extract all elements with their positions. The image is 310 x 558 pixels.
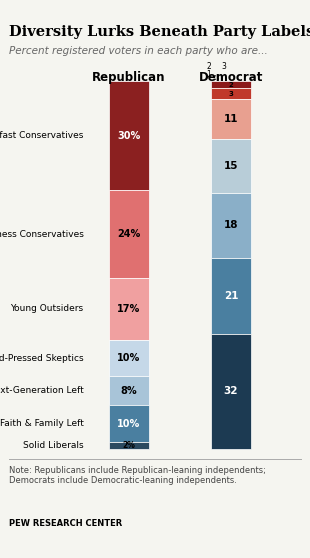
Text: 10%: 10% <box>117 418 140 429</box>
Text: Steadfast Conservatives: Steadfast Conservatives <box>0 131 84 140</box>
Text: 32: 32 <box>224 387 238 396</box>
Text: 21: 21 <box>224 291 238 301</box>
Bar <box>108 190 149 278</box>
Text: Young Outsiders: Young Outsiders <box>11 304 84 313</box>
Bar <box>108 406 149 442</box>
Text: Business Conservatives: Business Conservatives <box>0 229 84 239</box>
Text: 30%: 30% <box>117 131 140 141</box>
Text: 24%: 24% <box>117 229 140 239</box>
Bar <box>211 99 251 139</box>
Text: 3: 3 <box>228 90 233 97</box>
Bar <box>108 278 149 340</box>
Text: 15: 15 <box>224 161 238 171</box>
Bar <box>211 193 251 258</box>
Text: Hard-Pressed Skeptics: Hard-Pressed Skeptics <box>0 354 84 363</box>
Bar <box>211 88 251 99</box>
Text: 2: 2 <box>228 81 233 88</box>
Text: 10%: 10% <box>117 353 140 363</box>
Text: PEW RESEARCH CENTER: PEW RESEARCH CENTER <box>9 519 122 528</box>
Text: 2: 2 <box>206 62 211 71</box>
Text: Percent registered voters in each party who are...: Percent registered voters in each party … <box>9 46 268 56</box>
Bar <box>211 258 251 334</box>
Bar <box>211 139 251 193</box>
Text: 3: 3 <box>221 62 226 71</box>
Text: Next-Generation Left: Next-Generation Left <box>0 386 84 396</box>
Bar <box>108 81 149 190</box>
Bar <box>211 81 251 88</box>
Text: 11: 11 <box>224 114 238 124</box>
Text: Solid Liberals: Solid Liberals <box>23 441 84 450</box>
Text: Faith & Family Left: Faith & Family Left <box>0 419 84 428</box>
Bar <box>108 376 149 406</box>
Bar <box>108 340 149 376</box>
Text: 18: 18 <box>224 220 238 230</box>
Bar <box>211 334 251 449</box>
Text: 17%: 17% <box>117 304 140 314</box>
Text: 1: 1 <box>206 70 211 79</box>
Text: Note: Republicans include Republican-leaning independents;
Democrats include Dem: Note: Republicans include Republican-lea… <box>9 466 266 485</box>
Text: Diversity Lurks Beneath Party Labels: Diversity Lurks Beneath Party Labels <box>9 25 310 39</box>
Bar <box>108 442 149 449</box>
Text: 2%: 2% <box>122 441 135 450</box>
Text: Democrat: Democrat <box>199 71 263 84</box>
Text: Republican: Republican <box>92 71 166 84</box>
Text: 8%: 8% <box>120 386 137 396</box>
